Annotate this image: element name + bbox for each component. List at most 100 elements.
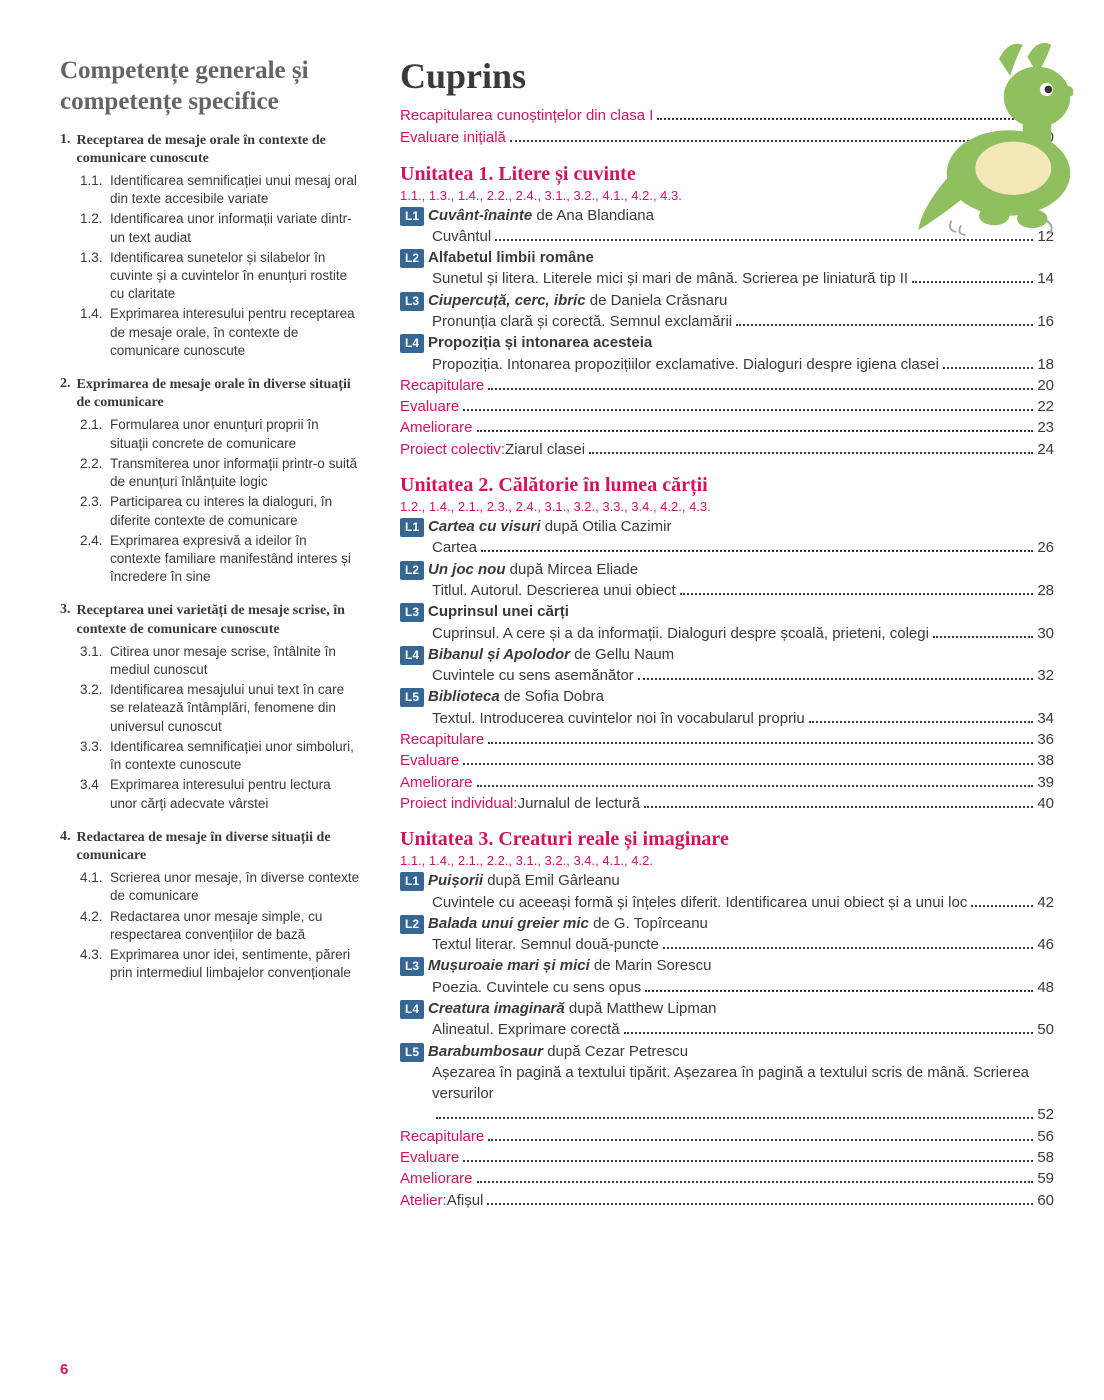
- toc-ending-row: Ameliorare23: [400, 417, 1054, 438]
- toc-ending-row: Evaluare 38: [400, 750, 1054, 771]
- lesson-row: L2Alfabetul limbii române: [400, 247, 1054, 268]
- lesson-tail: 50: [620, 1019, 1054, 1040]
- leader-dots: [488, 375, 1033, 390]
- toc-ending-row: Recapitulare36: [400, 729, 1054, 750]
- lesson-subrow: Alineatul. Exprimare corectă50: [400, 1019, 1054, 1040]
- toc-ending-label-red: Proiect individual:: [400, 793, 518, 814]
- leader-dots: [436, 1104, 1033, 1119]
- competency-block: 4.Redactarea de mesaje în diverse situaț…: [60, 829, 360, 983]
- subitem-number: 1.1.: [80, 172, 104, 208]
- subitem-text: Identificarea semnificației unui mesaj o…: [110, 172, 360, 208]
- competency-subitem: 4.3.Exprimarea unor idei, sentimente, pă…: [80, 946, 360, 982]
- toc-ending-label: Evaluare: [400, 750, 459, 771]
- toc-ending-row: Proiect colectiv: Ziarul clasei24: [400, 439, 1054, 460]
- toc-page: 58: [1037, 1147, 1054, 1168]
- toc-ending-row: Recapitulare56: [400, 1126, 1054, 1147]
- toc-ending-label-plain: Jurnalul de lectură: [518, 793, 641, 814]
- subitem-number: 3.4: [80, 776, 104, 812]
- lesson-subrow: Pronunția clară și corectă. Semnul excla…: [400, 311, 1054, 332]
- lesson-subtext: Pronunția clară și corectă. Semnul excla…: [432, 311, 732, 332]
- lesson-subtext: Textul. Introducerea cuvintelor noi în v…: [432, 708, 805, 729]
- competency-subitem: 3.1.Citirea unor mesaje scrise, întâlnit…: [80, 643, 360, 679]
- lesson-row: L3Cuprinsul unei cărți: [400, 601, 1054, 622]
- subitem-text: Identificarea unor informații variate di…: [110, 210, 360, 246]
- toc-page: 59: [1037, 1168, 1054, 1189]
- lesson-tail: 48: [641, 977, 1054, 998]
- competency-subitem: 1.2.Identificarea unor informații variat…: [80, 210, 360, 246]
- competency-subitem: 2.2.Transmiterea unor informații printr-…: [80, 455, 360, 491]
- lesson-row: L4Propoziția și intonarea acesteia: [400, 332, 1054, 353]
- toc-page: 42: [1037, 892, 1054, 913]
- lesson-author: de Marin Sorescu: [590, 957, 712, 974]
- toc-page: 28: [1037, 580, 1054, 601]
- lesson-author: după Cezar Petrescu: [543, 1043, 688, 1060]
- lesson-row: L5Barabumbosaur după Cezar Petrescu: [400, 1041, 1054, 1062]
- lesson-title: Bibanul și Apolodor: [428, 646, 570, 663]
- toc-page: 22: [1037, 396, 1054, 417]
- leader-dots: [809, 708, 1034, 723]
- lesson-badge: L3: [400, 957, 424, 976]
- toc-page: 32: [1037, 665, 1054, 686]
- lesson-subrow: Poezia. Cuvintele cu sens opus48: [400, 977, 1054, 998]
- lesson-subtext: Cuprinsul. A cere și a da informații. Di…: [432, 623, 929, 644]
- toc-page: 16: [1037, 311, 1054, 332]
- toc-ending-row: Evaluare58: [400, 1147, 1054, 1168]
- lesson-subtext: Titlul. Autorul. Descrierea unui obiect: [432, 580, 676, 601]
- toc-page: 30: [1037, 623, 1054, 644]
- lesson-subrow: Cuprinsul. A cere și a da informații. Di…: [400, 623, 1054, 644]
- toc-ending-row: Ameliorare39: [400, 772, 1054, 793]
- lesson-author: după Matthew Lipman: [565, 1000, 717, 1017]
- lesson-row: L2Balada unui greier mic de G. Topîrcean…: [400, 913, 1054, 934]
- toc-ending-label: Recapitulare: [400, 729, 484, 750]
- toc-ending-label-plain: Ziarul clasei: [505, 439, 585, 460]
- lesson-title: Mușuroaie mari și mici: [428, 957, 590, 974]
- lesson-subtext: Textul literar. Semnul două-puncte: [432, 934, 659, 955]
- subitem-number: 2.4.: [80, 532, 104, 587]
- unit-title: Unitatea 2. Călătorie în lumea cărții: [400, 474, 1054, 497]
- unit-codes: 1.2., 1.4., 2.1., 2.3., 2.4., 3.1., 3.2.…: [400, 499, 1054, 514]
- competency-subitem: 3.2.Identificarea mesajului unui text în…: [80, 681, 360, 736]
- subitem-number: 4.2.: [80, 908, 104, 944]
- lesson-subrow: Titlul. Autorul. Descrierea unui obiect 2…: [400, 580, 1054, 601]
- lesson-badge: L1: [400, 872, 424, 891]
- competency-number: 2.: [60, 376, 71, 412]
- lesson-author: de Gellu Naum: [570, 646, 674, 663]
- leader-dots: [487, 1190, 1033, 1205]
- lesson-author: după Mircea Eliade: [506, 561, 639, 578]
- competency-subitem: 4.1.Scrierea unor mesaje, în diverse con…: [80, 869, 360, 905]
- subitem-text: Transmiterea unor informații printr-o su…: [110, 455, 360, 491]
- toc-top-label: Recapitularea cunoștințelor din clasa I: [400, 105, 653, 127]
- toc-ending-label: Ameliorare: [400, 772, 473, 793]
- competency-subitem: 4.2.Redactarea unor mesaje simple, cu re…: [80, 908, 360, 944]
- toc-ending-label: Recapitulare: [400, 375, 484, 396]
- leader-dots: [943, 354, 1033, 369]
- lesson-subrow: Textul literar. Semnul două-puncte46: [400, 934, 1054, 955]
- lesson-row: L1Puișorii după Emil Gârleanu: [400, 870, 1054, 891]
- subitem-text: Participarea cu interes la dialoguri, în…: [110, 493, 360, 529]
- leader-dots: [971, 892, 1033, 907]
- toc-page: 38: [1037, 750, 1054, 771]
- lesson-tail: 30: [929, 623, 1054, 644]
- lesson-row: L3Mușuroaie mari și mici de Marin Soresc…: [400, 955, 1054, 976]
- lesson-row: L4Bibanul și Apolodor de Gellu Naum: [400, 644, 1054, 665]
- toc-ending-label: Ameliorare: [400, 1168, 473, 1189]
- lesson-subtext: Sunetul și litera. Literele mici și mari…: [432, 268, 908, 289]
- lesson-tail: 32: [634, 665, 1054, 686]
- competency-block: 2.Exprimarea de mesaje orale în diverse …: [60, 376, 360, 586]
- subitem-number: 1.2.: [80, 210, 104, 246]
- subitem-number: 4.3.: [80, 946, 104, 982]
- leader-dots: [912, 268, 1033, 283]
- lesson-subrow: Cartea26: [400, 537, 1054, 558]
- lesson-tail: 34: [805, 708, 1054, 729]
- subitem-number: 1.3.: [80, 249, 104, 304]
- lesson-author: după Emil Gârleanu: [483, 872, 620, 889]
- lesson-subtext: Cuvintele cu sens asemănător: [432, 665, 634, 686]
- lesson-badge: L3: [400, 603, 424, 622]
- lesson-title: Creatura imaginară: [428, 1000, 565, 1017]
- lesson-tail: 42: [967, 892, 1054, 913]
- competency-subitem: 3.4Exprimarea interesului pentru lectura…: [80, 776, 360, 812]
- lesson-tail: 52: [432, 1104, 1054, 1125]
- toc-page: 24: [1037, 439, 1054, 460]
- toc-page: 20: [1037, 375, 1054, 396]
- lesson-badge: L2: [400, 561, 424, 580]
